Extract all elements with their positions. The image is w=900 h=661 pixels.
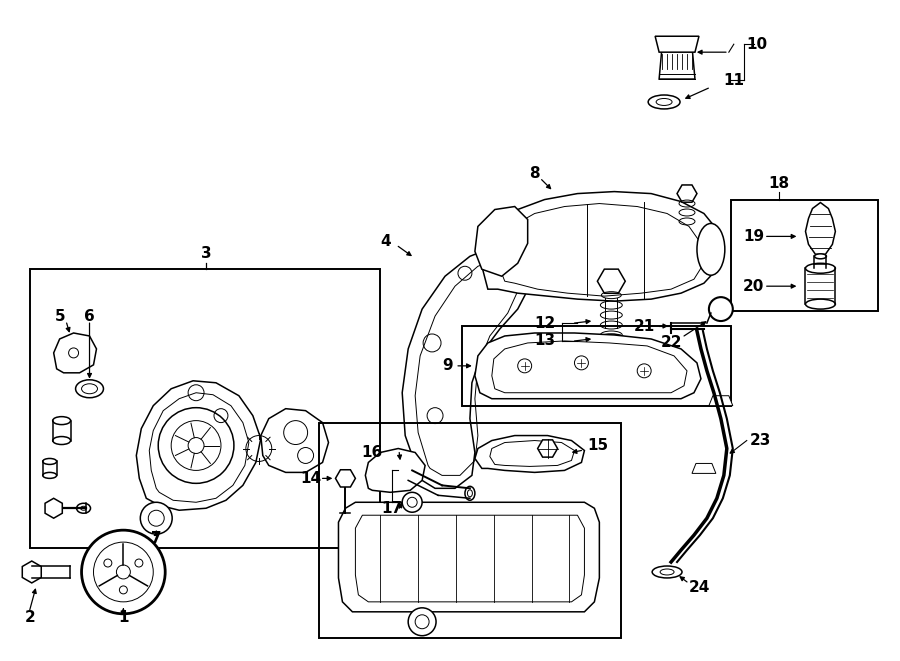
Text: 9: 9 (443, 358, 454, 373)
Polygon shape (136, 381, 261, 510)
Circle shape (409, 608, 436, 636)
Polygon shape (677, 185, 697, 202)
Text: 16: 16 (362, 445, 383, 460)
Ellipse shape (53, 436, 70, 444)
Polygon shape (537, 440, 557, 457)
Polygon shape (402, 247, 530, 488)
Polygon shape (261, 408, 328, 473)
Text: 2: 2 (24, 610, 35, 625)
Text: 24: 24 (688, 580, 709, 596)
Ellipse shape (806, 263, 835, 273)
Ellipse shape (814, 254, 826, 259)
Polygon shape (806, 202, 835, 254)
Ellipse shape (596, 334, 627, 348)
Text: 5: 5 (54, 309, 65, 324)
Ellipse shape (42, 459, 57, 465)
Ellipse shape (697, 223, 724, 275)
Polygon shape (338, 502, 599, 612)
Text: 23: 23 (750, 433, 771, 448)
Text: 19: 19 (743, 229, 764, 244)
Ellipse shape (53, 416, 70, 424)
Circle shape (82, 530, 166, 614)
Polygon shape (659, 46, 695, 79)
Polygon shape (365, 449, 425, 492)
Bar (731, 200, 878, 311)
Text: 7: 7 (151, 531, 162, 545)
Polygon shape (482, 192, 721, 301)
Text: 14: 14 (300, 471, 321, 486)
Text: 13: 13 (534, 333, 555, 348)
Text: 17: 17 (382, 501, 403, 516)
Text: 4: 4 (380, 234, 391, 249)
Text: 20: 20 (743, 279, 764, 293)
Ellipse shape (648, 95, 680, 109)
Ellipse shape (42, 473, 57, 479)
Polygon shape (475, 436, 584, 473)
Text: 6: 6 (84, 309, 94, 324)
Circle shape (140, 502, 172, 534)
Text: 12: 12 (534, 315, 555, 330)
Polygon shape (336, 470, 356, 487)
Text: 10: 10 (746, 37, 768, 52)
Text: 11: 11 (724, 73, 744, 87)
Bar (319, 422, 621, 638)
Polygon shape (475, 206, 527, 276)
Circle shape (158, 408, 234, 483)
Circle shape (402, 492, 422, 512)
Text: 18: 18 (768, 176, 789, 191)
Ellipse shape (76, 380, 104, 398)
Ellipse shape (465, 486, 475, 500)
Bar (462, 326, 731, 406)
Text: 1: 1 (118, 610, 129, 625)
Polygon shape (692, 463, 716, 473)
Polygon shape (54, 333, 96, 373)
Text: 8: 8 (529, 166, 540, 181)
Polygon shape (22, 561, 41, 583)
Ellipse shape (76, 503, 91, 513)
Polygon shape (45, 498, 62, 518)
Text: 3: 3 (201, 246, 212, 261)
Polygon shape (655, 36, 699, 52)
Ellipse shape (806, 299, 835, 309)
Polygon shape (709, 396, 733, 406)
Bar (30, 269, 381, 548)
Ellipse shape (652, 566, 682, 578)
Polygon shape (475, 333, 701, 399)
Text: 21: 21 (634, 319, 655, 334)
Text: 15: 15 (587, 438, 608, 453)
Polygon shape (598, 269, 626, 293)
Circle shape (709, 297, 733, 321)
Text: 22: 22 (661, 335, 682, 350)
